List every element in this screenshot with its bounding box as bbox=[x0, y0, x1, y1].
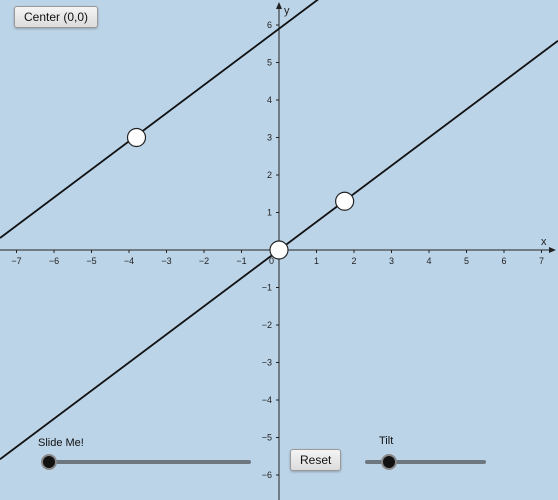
x-tick-label: −4 bbox=[124, 256, 134, 266]
x-tick-label: 1 bbox=[314, 256, 319, 266]
slide-slider-track[interactable] bbox=[41, 454, 251, 470]
y-tick-label: 1 bbox=[267, 208, 272, 218]
x-tick-label: −7 bbox=[11, 256, 21, 266]
y-axis-arrow bbox=[276, 2, 282, 9]
point-origin[interactable] bbox=[269, 240, 289, 260]
y-tick-label: −2 bbox=[262, 320, 272, 330]
center-button[interactable]: Center (0,0) bbox=[14, 6, 99, 28]
x-tick-label: 3 bbox=[389, 256, 394, 266]
y-tick-label: 6 bbox=[267, 20, 272, 30]
upper-line bbox=[0, 0, 319, 239]
x-tick-label: −2 bbox=[199, 256, 209, 266]
y-tick-label: 3 bbox=[267, 133, 272, 143]
x-tick-label: −6 bbox=[49, 256, 59, 266]
slide-slider-knob[interactable] bbox=[41, 454, 57, 470]
tilt-slider-track[interactable] bbox=[365, 454, 486, 470]
point-upper[interactable] bbox=[126, 127, 147, 148]
y-tick-label: 5 bbox=[267, 58, 272, 68]
x-tick-label: −1 bbox=[236, 256, 246, 266]
y-tick-label: 4 bbox=[267, 95, 272, 105]
x-tick-label: 6 bbox=[501, 256, 506, 266]
x-tick-label: 2 bbox=[351, 256, 356, 266]
reset-button[interactable]: Reset bbox=[290, 449, 342, 471]
y-tick-label: 2 bbox=[267, 170, 272, 180]
x-tick-label: 5 bbox=[464, 256, 469, 266]
x-tick-label: −3 bbox=[161, 256, 171, 266]
y-tick-label: −5 bbox=[262, 433, 272, 443]
tilt-slider-label: Tilt bbox=[379, 435, 394, 447]
y-tick-label: −3 bbox=[262, 358, 272, 368]
x-tick-label: 4 bbox=[426, 256, 431, 266]
x-axis-label: x bbox=[541, 236, 547, 248]
y-tick-label: −6 bbox=[262, 470, 272, 480]
x-tick-label: −5 bbox=[86, 256, 96, 266]
y-axis-label: y bbox=[284, 5, 290, 17]
point-lower[interactable] bbox=[335, 191, 355, 211]
tilt-slider-knob[interactable] bbox=[381, 454, 398, 470]
slide-slider-label: Slide Me! bbox=[38, 437, 84, 449]
y-tick-label: −1 bbox=[262, 283, 272, 293]
x-axis-arrow bbox=[549, 247, 556, 253]
y-tick-label: −4 bbox=[262, 395, 272, 405]
x-tick-label: 7 bbox=[539, 256, 544, 266]
origin-label: 0 bbox=[269, 256, 274, 266]
